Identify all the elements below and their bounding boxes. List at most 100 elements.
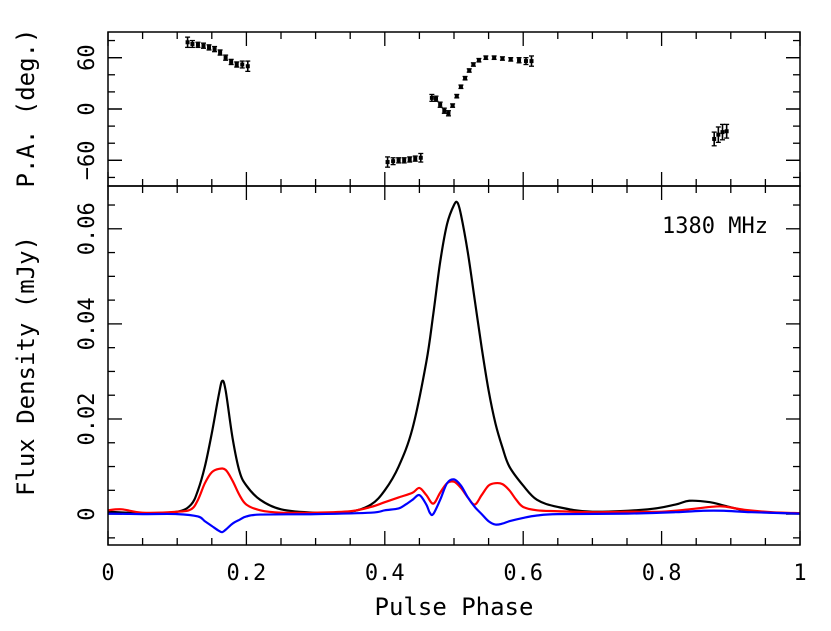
pa-point [217,49,223,56]
pa-marker [429,95,434,100]
pa-panel-ticks [107,32,801,186]
pa-y-tick-label: 60 [75,44,100,71]
total-intensity-line [107,200,801,515]
pa-point [433,95,439,102]
pa-marker [407,157,412,162]
x-tick-labels: 0 0.2 0.4 0.6 0.8 1 [101,561,806,586]
pa-marker [471,62,476,67]
pa-point [418,152,424,163]
pa-point [185,36,191,49]
pa-marker [212,47,217,52]
pa-marker [185,40,190,45]
pa-point [385,156,391,168]
pa-point [516,57,522,64]
pa-marker [218,50,223,55]
pa-marker [434,96,439,101]
x-axis-label: Pulse Phase [375,593,534,621]
flux-panel-frame [107,185,801,546]
pa-marker [720,130,725,135]
pa-point [508,57,514,62]
pa-marker [201,43,206,48]
pa-point [711,131,717,147]
pa-marker [712,136,717,141]
pa-marker [483,55,488,60]
pa-point [470,62,476,67]
x-tick-label: 1 [793,561,806,586]
flux-y-tick-label: 0 [75,507,100,520]
pa-marker [413,156,418,161]
linear-polarization-line [107,467,801,515]
pa-marker [207,45,212,50]
x-tick-label: 0 [101,561,114,586]
pa-point [724,123,730,139]
frequency-annotation: 1380 MHz [662,214,768,239]
pa-point [223,54,229,61]
pa-panel-frame [107,31,801,187]
pa-point [429,93,435,102]
pa-marker [467,68,472,73]
pa-point [715,126,721,144]
pa-marker [418,155,423,160]
pa-point [239,60,245,69]
pa-point [245,60,251,73]
pa-marker [517,58,522,63]
pa-marker [438,102,443,107]
pa-point [454,93,460,99]
pa-point [491,55,497,61]
pa-point [466,68,472,73]
pa-marker [402,158,407,163]
pa-marker [245,64,250,69]
pa-point [189,39,195,49]
pa-marker [442,108,447,113]
pa-point [407,156,413,163]
pa-point [523,57,529,66]
pa-marker [385,160,390,165]
pa-point [476,57,482,63]
pa-point [206,44,212,51]
pa-marker [446,111,451,116]
pa-point [450,103,456,108]
pa-marker [223,55,228,60]
pa-y-tick-label: 0 [75,102,100,115]
pa-points [185,36,730,168]
flux-lines [107,200,801,534]
pa-point [445,110,451,117]
pa-point [458,84,464,90]
circular-polarization-line [107,478,801,534]
pa-point [195,41,201,49]
pa-marker [500,56,505,61]
pa-point [412,155,418,162]
pa-point [529,55,535,67]
pa-marker [716,132,721,137]
pa-marker [523,59,528,64]
pa-y-tick-labels: −60 0 60 [75,44,100,180]
pa-y-axis-label: P.A. (deg.) [12,29,40,188]
pa-marker [476,58,481,63]
pa-marker [234,62,239,67]
pa-point [462,75,468,81]
pa-marker [724,129,729,134]
pa-marker [463,76,468,81]
pa-marker [396,158,401,163]
pa-point [441,107,447,114]
pa-marker [508,57,513,62]
pa-point [200,42,206,49]
pa-panel: −60 0 60 P.A. (deg.) [12,29,801,188]
pa-marker [458,84,463,89]
pa-point [483,55,489,61]
pa-point [234,61,240,68]
x-tick-label: 0.4 [365,561,405,586]
x-tick-label: 0.6 [503,561,543,586]
flux-y-axis-label: Flux Density (mJy) [12,236,40,496]
x-tick-label: 0.2 [227,561,267,586]
flux-y-tick-label: 0.06 [75,202,100,255]
pa-point [390,157,396,166]
pa-point [396,157,402,164]
pa-point [401,157,407,164]
pa-point [212,45,218,53]
flux-panel-ticks [107,186,801,545]
pa-marker [195,42,200,47]
flux-y-tick-label: 0.02 [75,393,100,446]
pa-marker [229,59,234,64]
pa-marker [240,62,245,67]
